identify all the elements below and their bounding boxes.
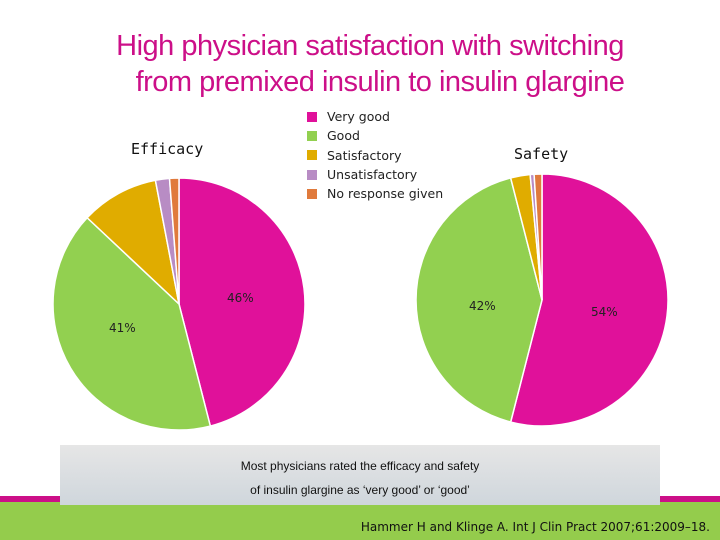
callout-box: Most physicians rated the efficacy and s… (60, 445, 660, 505)
legend-swatch-very-good (307, 111, 317, 122)
efficacy-pie (52, 177, 306, 431)
legend-item-very-good: Very good (307, 107, 443, 126)
slide-title-line1: High physician satisfaction with switchi… (116, 30, 624, 62)
efficacy-chart-title: Efficacy (131, 140, 204, 158)
legend-swatch-no-response (307, 188, 317, 199)
legend-label: Good (327, 128, 360, 144)
efficacy-slice-no-response (168, 177, 180, 305)
efficacy-slice-very-good (178, 177, 306, 427)
safety-slice-no-response (533, 173, 543, 301)
legend-swatch-unsatisfactory (307, 169, 317, 180)
safety-good-label: 42% (469, 299, 496, 313)
legend-swatch-good (307, 130, 317, 141)
legend-label: Unsatisfactory (327, 167, 418, 183)
callout-line2: of insulin glargine as ‘very good’ or ‘g… (250, 483, 470, 497)
legend-item-satisfactory: Satisfactory (307, 146, 443, 165)
safety-chart-title: Safety (514, 145, 569, 163)
legend-item-no-response: No response given (307, 184, 443, 203)
efficacy-slice-good (52, 216, 212, 431)
legend-swatch-satisfactory (307, 150, 317, 161)
legend-label: No response given (327, 186, 444, 202)
safety-very-good-label: 54% (591, 305, 618, 319)
bottom-band (0, 502, 720, 540)
safety-slice-very-good (509, 173, 669, 427)
slide-title-line2: from premixed insulin to insulin glargin… (135, 66, 625, 98)
callout-line1: Most physicians rated the efficacy and s… (240, 459, 480, 473)
efficacy-slice-satisfactory (86, 179, 181, 307)
efficacy-good-label: 41% (109, 321, 136, 335)
legend-label: Very good (327, 109, 390, 125)
safety-pie (415, 173, 669, 427)
citation: Hammer H and Klinge A. Int J Clin Pract … (360, 520, 710, 534)
safety-slice-good (415, 177, 543, 423)
efficacy-very-good-label: 46% (227, 291, 254, 305)
legend: Very good Good Satisfactory Unsatisfacto… (307, 107, 443, 203)
legend-label: Satisfactory (327, 147, 402, 163)
legend-item-unsatisfactory: Unsatisfactory (307, 165, 443, 184)
legend-item-good: Good (307, 126, 443, 145)
